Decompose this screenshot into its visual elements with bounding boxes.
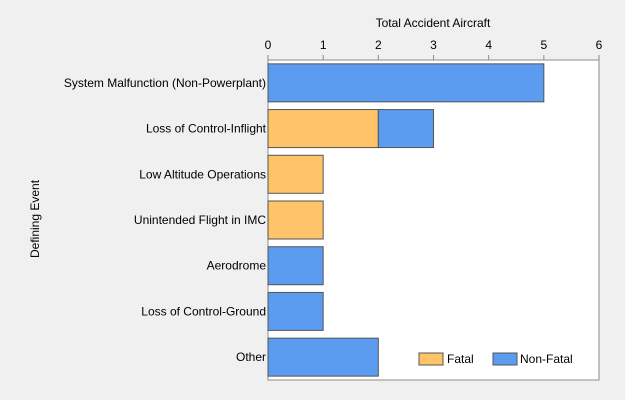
bar-fatal-3 <box>267 200 324 240</box>
bar-non-fatal-1 <box>377 109 435 149</box>
x-tick-label: 2 <box>375 38 382 52</box>
x-axis-title: Total Accident Aircraft <box>376 16 491 30</box>
category-label: Loss of Control-Inflight <box>146 122 267 136</box>
x-axis-ticks: 0 1 2 3 4 5 6 <box>265 38 603 60</box>
category-label: Low Altitude Operations <box>139 167 266 181</box>
bar-non-fatal-5 <box>267 291 324 331</box>
legend-label-0: Fatal <box>447 352 474 366</box>
legend-label-1: Non-Fatal <box>520 352 573 366</box>
category-label: Loss of Control-Ground <box>141 304 266 318</box>
category-label: Unintended Flight in IMC <box>134 213 266 227</box>
category-label: System Malfunction (Non-Powerplant) <box>64 76 266 90</box>
legend: Fatal Non-Fatal <box>418 352 573 366</box>
x-tick-label: 3 <box>430 38 437 52</box>
bar-non-fatal-0 <box>267 63 545 103</box>
x-tick-label: 6 <box>596 38 603 52</box>
category-label: Aerodrome <box>207 259 267 273</box>
x-tick-label: 0 <box>265 38 272 52</box>
legend-swatch-1 <box>492 352 518 366</box>
bar-non-fatal-6 <box>267 337 379 377</box>
bar-non-fatal-4 <box>267 246 324 286</box>
category-labels: System Malfunction (Non-Powerplant) Loss … <box>64 76 267 364</box>
bars <box>267 63 545 377</box>
bar-fatal-2 <box>267 154 324 194</box>
x-tick-label: 4 <box>485 38 492 52</box>
category-label: Other <box>236 350 266 364</box>
legend-swatch-0 <box>418 352 444 366</box>
x-tick-label: 5 <box>540 38 547 52</box>
x-tick-label: 1 <box>320 38 327 52</box>
bar-fatal-1 <box>267 109 379 149</box>
y-axis-title: Defining Event <box>28 179 42 258</box>
